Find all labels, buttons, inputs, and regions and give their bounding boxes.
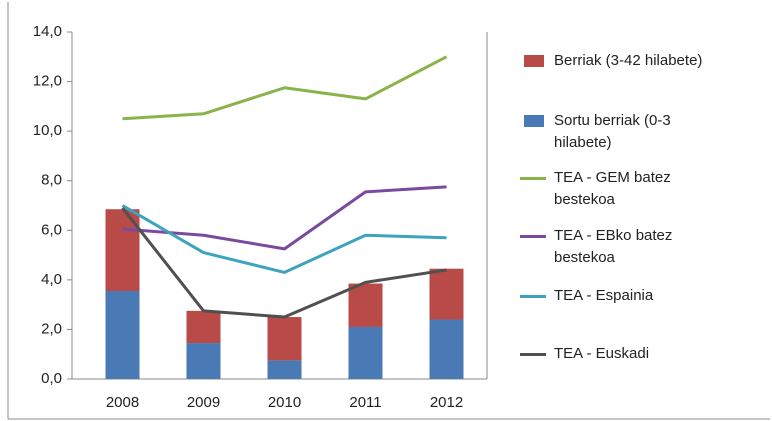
line-series (122, 185, 447, 251)
bar-segment (186, 310, 221, 344)
legend-swatch (520, 295, 546, 298)
y-tick-label: 10,0 (33, 122, 62, 139)
legend-label: TEA - EBko batez bestekoa (554, 227, 673, 266)
bar-segment (267, 360, 302, 379)
bar-segment (348, 326, 383, 379)
x-tick-label: 2012 (430, 394, 463, 411)
legend-label: TEA - Espainia (554, 287, 654, 304)
y-tick-label: 6,0 (41, 221, 62, 238)
bar-segment (186, 343, 221, 379)
bar-segment (429, 319, 464, 379)
legend-swatch (520, 353, 546, 356)
bar-segment (267, 317, 302, 361)
x-tick-label: 2009 (187, 394, 220, 411)
legend-swatch (524, 115, 544, 127)
x-tick-label: 2010 (268, 394, 301, 411)
legend-label: TEA - GEM batez bestekoa (554, 169, 671, 208)
legend-label: TEA - Euskadi (554, 345, 650, 362)
bar-segment (429, 268, 464, 320)
x-tick-label: 2011 (349, 394, 381, 411)
line-series (121, 207, 447, 319)
legend-label: Sortu berriak (0-3 hilabete) (554, 112, 671, 151)
line-series (121, 204, 447, 274)
legend-item: Sortu berriak (0-3 hilabete) (520, 110, 752, 154)
legend-swatch (520, 235, 546, 238)
y-tick-label: 14,0 (33, 23, 62, 40)
legend-swatch (524, 55, 544, 67)
bar-segment (105, 291, 140, 379)
y-tick-label: 2,0 (41, 320, 62, 337)
legend-swatch (520, 177, 546, 180)
y-tick-label: 8,0 (41, 172, 62, 189)
legend-label: Berriak (3-42 hilabete) (554, 52, 703, 69)
y-tick-label: 12,0 (33, 73, 62, 90)
legend-item: TEA - GEM batez bestekoa (520, 167, 752, 211)
bar-segment (348, 283, 383, 327)
legend-item: TEA - Espainia (520, 285, 752, 307)
legend-item: Berriak (3-42 hilabete) (520, 50, 752, 72)
legend-item: TEA - Euskadi (520, 343, 752, 365)
legend-item: TEA - EBko batez bestekoa (520, 225, 752, 269)
line-series (122, 55, 448, 121)
y-tick-label: 0,0 (41, 370, 62, 387)
x-tick-label: 2008 (106, 394, 139, 411)
y-tick-label: 4,0 (41, 271, 62, 288)
